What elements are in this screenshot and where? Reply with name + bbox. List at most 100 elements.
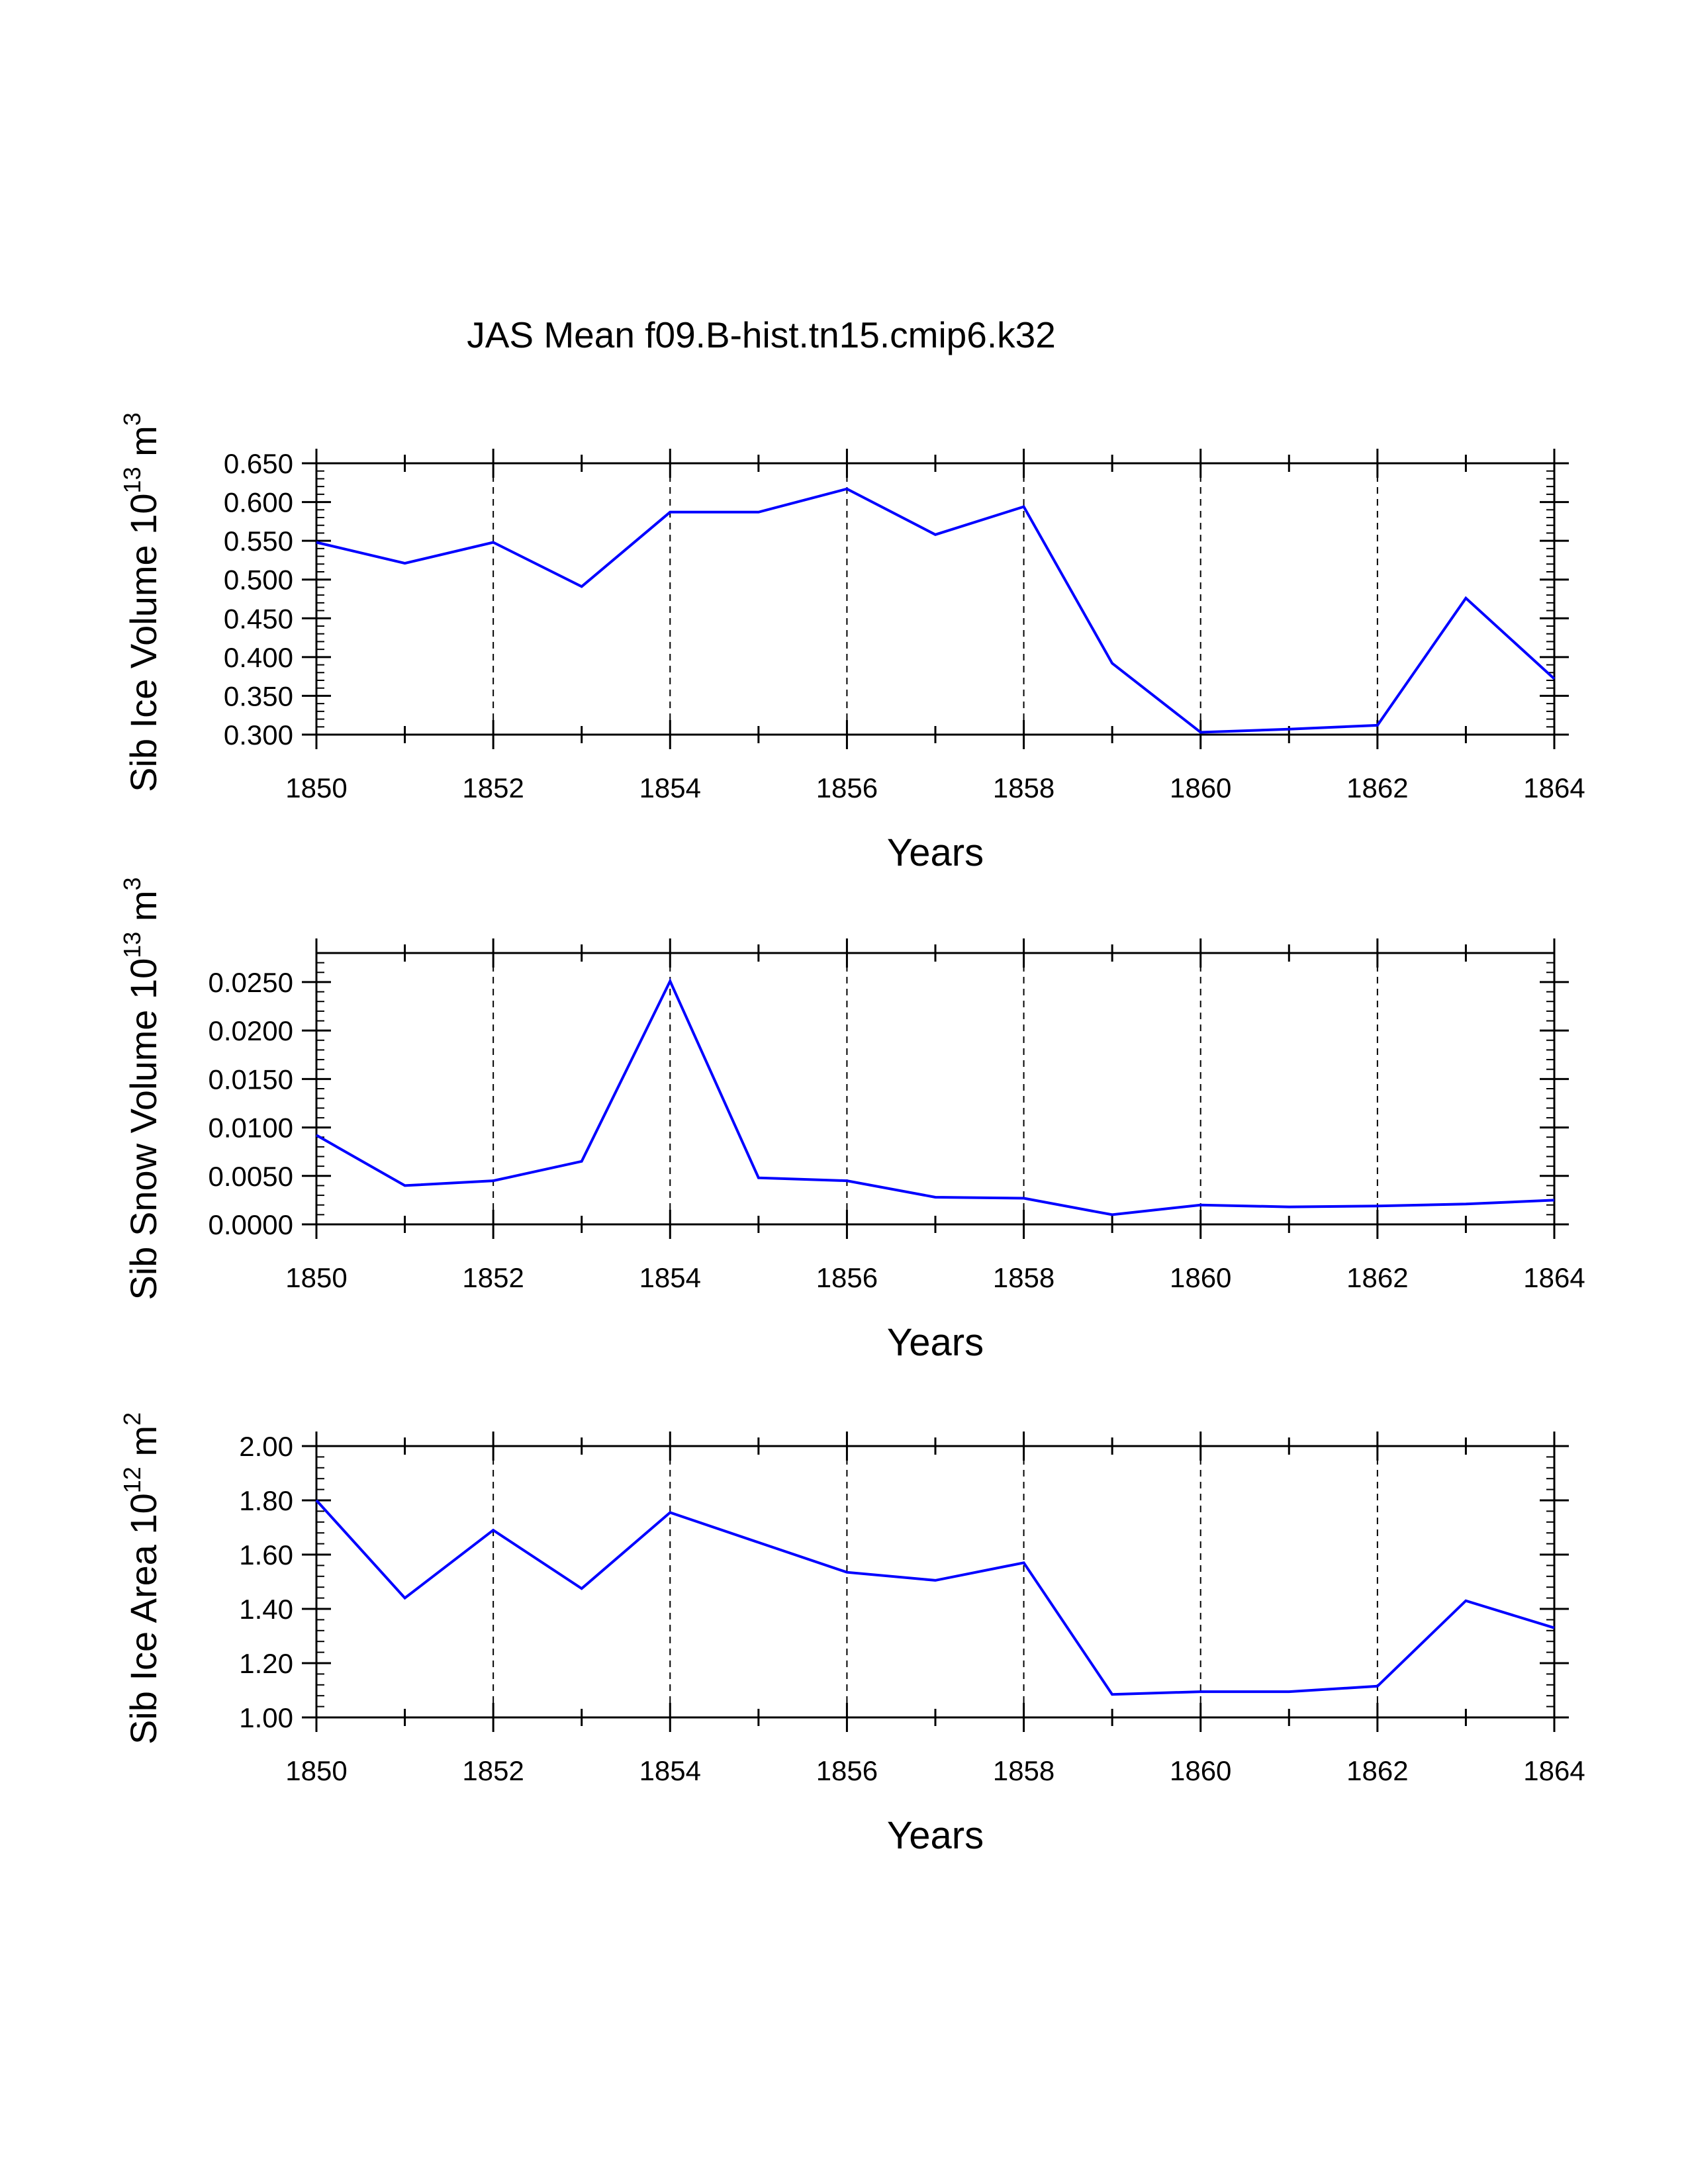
x-axis-label: Years — [887, 1321, 984, 1364]
y-tick-label: 0.500 — [224, 565, 293, 596]
data-point — [757, 510, 761, 514]
data-point — [491, 1528, 495, 1532]
y-axis-label-exponent: 13 — [118, 932, 146, 958]
y-tick-label: 0.350 — [224, 680, 293, 711]
x-tick-label: 1864 — [1523, 772, 1585, 803]
data-point — [314, 540, 318, 544]
data-point — [668, 979, 672, 983]
data-point — [1287, 1690, 1291, 1694]
y-axis-label-main: Sib Snow Volume 10 — [122, 958, 164, 1300]
x-tick-label: 1854 — [639, 772, 701, 803]
y-tick-label: 0.0150 — [209, 1064, 293, 1095]
plot-frame — [315, 462, 1556, 736]
x-tick-label: 1858 — [993, 772, 1055, 803]
x-tick-label: 1860 — [1170, 1755, 1231, 1786]
x-tick-label: 1856 — [816, 1755, 878, 1786]
y-tick-label: 1.80 — [239, 1485, 293, 1516]
y-tick-label: 0.0000 — [209, 1209, 293, 1240]
x-axis-label: Years — [887, 831, 984, 874]
x-tick-label: 1856 — [816, 1262, 878, 1293]
y-tick-label: 0.550 — [224, 525, 293, 557]
data-point — [1110, 1692, 1114, 1696]
data-point — [933, 1578, 937, 1582]
x-tick-label: 1860 — [1170, 1262, 1231, 1293]
data-point — [1110, 661, 1114, 665]
y-tick-label: 0.0250 — [209, 967, 293, 998]
x-tick-label: 1856 — [816, 772, 878, 803]
data-point — [1376, 723, 1380, 727]
data-point — [1199, 1690, 1203, 1694]
x-tick-label: 1860 — [1170, 772, 1231, 803]
data-point — [1464, 1202, 1468, 1206]
y-axis-label: Sib Ice Volume 1013 m3 — [118, 412, 164, 792]
data-point — [757, 1176, 761, 1180]
x-tick-label: 1852 — [462, 1262, 524, 1293]
data-point — [314, 1133, 318, 1137]
data-point — [845, 1179, 849, 1183]
chart-panel-2: 0.0000 0.0050 0.0100 0.0150 0.0200 0.0250 1850… — [118, 877, 1585, 1364]
y-axis-label-unit-exponent: 3 — [118, 412, 146, 426]
data-point — [1376, 1684, 1380, 1688]
y-tick-label: 2.00 — [239, 1431, 293, 1462]
figure-title: JAS Mean f09.B-hist.tn15.cmip6.k32 — [467, 314, 1056, 355]
panels-group: 0.300 0.350 0.400 0.450 0.500 0.550 0.600 0.650… — [118, 412, 1585, 1857]
data-point — [403, 1596, 407, 1600]
y-tick-label: 0.400 — [224, 642, 293, 673]
y-tick-label: 0.600 — [224, 487, 293, 518]
series-line — [316, 487, 1556, 734]
data-point — [403, 1183, 407, 1187]
y-tick-label: 1.00 — [239, 1702, 293, 1733]
x-tick-label: 1854 — [639, 1755, 701, 1786]
y-tick-label: 1.20 — [239, 1648, 293, 1679]
data-point — [668, 1510, 672, 1514]
data-point — [491, 540, 495, 544]
data-point — [1287, 1205, 1291, 1209]
data-point — [668, 510, 672, 514]
y-axis-label-unit: m — [122, 890, 164, 931]
y-axis-label-main: Sib Ice Area 10 — [122, 1493, 164, 1745]
x-tick-label: 1864 — [1523, 1755, 1585, 1786]
data-point — [1464, 596, 1468, 600]
y-axis-label-main: Sib Ice Volume 10 — [122, 493, 164, 792]
x-tick-label: 1864 — [1523, 1262, 1585, 1293]
chart-panel-1: 0.300 0.350 0.400 0.450 0.500 0.550 0.600 0.650… — [118, 412, 1585, 874]
y-axis-label-unit-exponent: 3 — [118, 877, 146, 890]
x-tick-label: 1858 — [993, 1755, 1055, 1786]
data-point — [580, 584, 584, 588]
y-axis-label-unit-exponent: 2 — [118, 1412, 146, 1426]
data-point — [1022, 1196, 1026, 1200]
data-point — [580, 1586, 584, 1590]
data-point — [1199, 730, 1203, 734]
x-tick-label: 1850 — [285, 1262, 347, 1293]
y-tick-label: 0.300 — [224, 719, 293, 751]
data-point — [491, 1179, 495, 1183]
chart-panel-3: 1.00 1.20 1.40 1.60 1.80 2.00 1850 1852 1854 1856… — [118, 1412, 1585, 1857]
y-tick-label: 0.0200 — [209, 1015, 293, 1046]
data-point — [845, 487, 849, 491]
data-point — [1552, 677, 1556, 681]
y-axis-label: Sib Ice Area 1012 m2 — [118, 1412, 164, 1745]
data-point — [1022, 505, 1026, 509]
data-point — [757, 1541, 761, 1545]
x-tick-label: 1862 — [1346, 772, 1408, 803]
x-tick-label: 1862 — [1346, 1755, 1408, 1786]
y-axis-label-unit: m — [122, 1426, 164, 1467]
x-tick-label: 1850 — [285, 772, 347, 803]
data-point — [1464, 1599, 1468, 1603]
x-tick-label: 1852 — [462, 1755, 524, 1786]
y-tick-label: 1.40 — [239, 1594, 293, 1625]
data-point — [845, 1570, 849, 1574]
y-tick-label: 1.60 — [239, 1539, 293, 1570]
data-point — [933, 1195, 937, 1199]
y-axis-label-exponent: 13 — [118, 467, 146, 493]
y-axis-label-exponent: 12 — [118, 1467, 146, 1493]
data-point — [1376, 1204, 1380, 1208]
y-axis-label-unit: m — [122, 426, 164, 467]
plot-frame — [315, 952, 1556, 1226]
data-point — [1552, 1626, 1556, 1630]
x-tick-label: 1852 — [462, 772, 524, 803]
x-tick-label: 1850 — [285, 1755, 347, 1786]
y-tick-label: 0.0050 — [209, 1161, 293, 1192]
series-line — [315, 1499, 1555, 1696]
